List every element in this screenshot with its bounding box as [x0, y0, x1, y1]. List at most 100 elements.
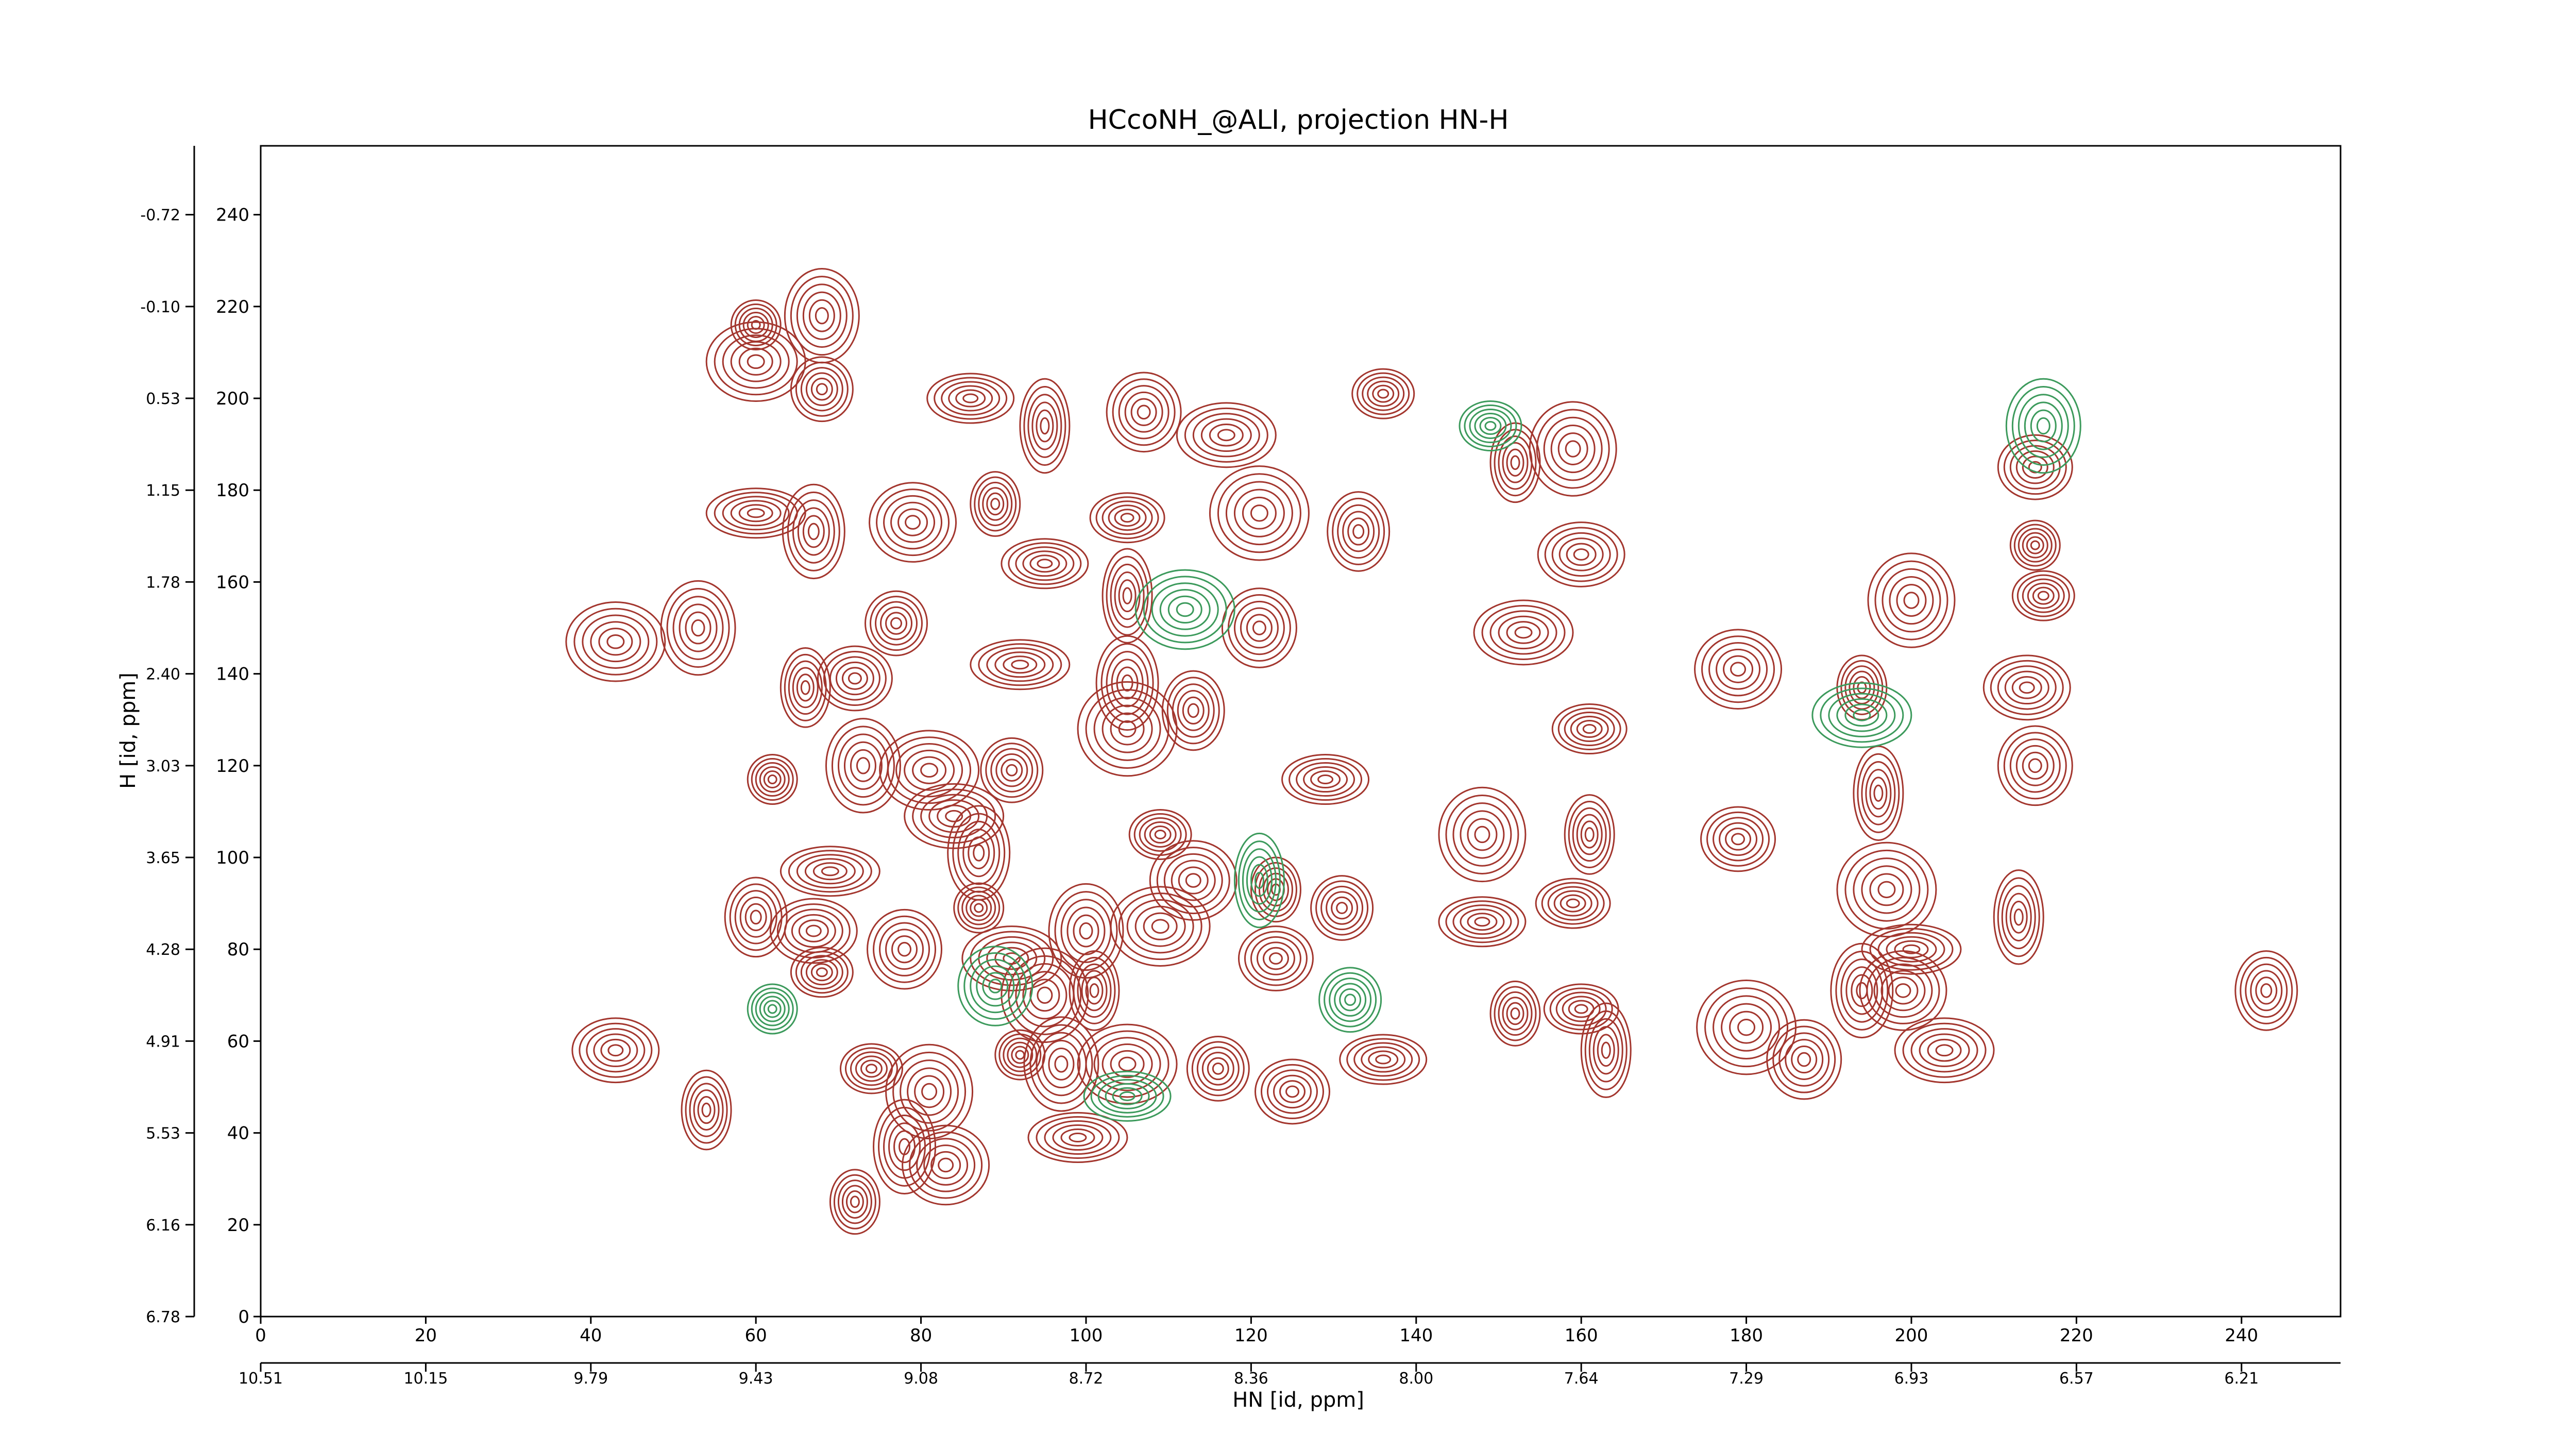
contour-level	[1006, 764, 1018, 777]
contour-level	[1588, 1018, 1623, 1083]
ppm-x-tick-label: 6.57	[2059, 1370, 2094, 1388]
contour-level	[1489, 981, 1541, 1047]
contour-level	[1022, 971, 1067, 1020]
y-tick-label: 200	[216, 389, 249, 409]
contour-level	[1582, 724, 1597, 734]
ppm-x-tick-label: 6.93	[1894, 1370, 1929, 1388]
contour-level	[807, 523, 820, 541]
contour-level	[805, 372, 838, 406]
y-axis-label: H [id, ppm]	[116, 672, 140, 789]
contour-level	[810, 963, 833, 982]
contour-level	[1118, 892, 1202, 961]
contour-level	[1114, 571, 1141, 620]
contour-level	[1315, 880, 1369, 936]
contour-level	[2245, 963, 2288, 1018]
contour-level	[829, 1169, 880, 1235]
contour-level	[1110, 1050, 1145, 1079]
contour-level	[724, 877, 788, 958]
contour-level	[1250, 504, 1268, 522]
contour-level	[1859, 950, 1947, 1031]
contour-level	[1867, 552, 1956, 648]
contour-level	[1240, 607, 1279, 649]
contour-level	[887, 736, 972, 804]
contour-level	[1856, 982, 1868, 1000]
contour-level	[755, 762, 790, 797]
contour-level	[1111, 659, 1144, 707]
contour-level	[573, 608, 658, 676]
contour-level	[1001, 947, 1089, 1043]
contour-level	[763, 1000, 782, 1018]
contour-level	[590, 621, 641, 663]
contour-level	[2028, 461, 2042, 474]
contour-level	[2004, 670, 2049, 705]
contour-level	[1023, 385, 1066, 466]
contour-level	[990, 498, 1001, 510]
contour-level	[1011, 660, 1029, 670]
contour-level	[1696, 979, 1797, 1075]
contour-level	[1085, 689, 1170, 769]
contour-level	[1536, 409, 1610, 489]
ppm-y-tick-label: 1.78	[146, 574, 180, 592]
contour-level	[1708, 642, 1768, 697]
contour-level	[1106, 372, 1182, 453]
contour-level	[860, 1059, 883, 1078]
contour-level	[1154, 829, 1166, 839]
contour-level	[1713, 995, 1781, 1059]
contour-level	[968, 836, 990, 870]
contour-level	[1766, 1019, 1842, 1100]
contour-level	[1233, 832, 1285, 929]
contour-level	[1069, 1133, 1087, 1143]
contour-level	[1093, 697, 1161, 761]
contour-level	[1997, 725, 2073, 806]
contour-level	[1331, 896, 1353, 920]
contour-level	[1541, 882, 1605, 925]
contour-level	[1069, 950, 1120, 1031]
contour-level	[1888, 976, 1919, 1005]
contour-level	[2260, 983, 2273, 998]
contour-level	[1935, 1044, 1954, 1057]
contour-level	[730, 299, 782, 350]
contour-level	[1580, 820, 1599, 849]
x-tick-label: 240	[2225, 1325, 2258, 1346]
contour-level	[769, 898, 858, 964]
contour-level	[970, 931, 1054, 986]
contour-level	[2011, 676, 2042, 699]
contour-level	[660, 580, 736, 676]
contour-level	[1844, 849, 1929, 930]
contour-level	[1143, 912, 1178, 940]
contour-level	[2009, 738, 2061, 793]
contour-level	[920, 794, 988, 838]
contour-level	[1093, 1037, 1161, 1091]
contour-level	[1108, 504, 1147, 531]
x-tick-label: 200	[1895, 1325, 1928, 1346]
contour-level	[970, 471, 1021, 537]
ppm-y-tick-label: -0.72	[140, 207, 180, 225]
contour-level	[816, 383, 828, 396]
contour-level	[930, 1151, 961, 1180]
contour-level	[833, 1174, 876, 1229]
contour-level	[1529, 401, 1617, 497]
contour-level	[1785, 1039, 1824, 1080]
contour-level	[978, 643, 1062, 686]
contour-level	[1927, 1038, 1962, 1062]
contour-level	[1549, 987, 1613, 1031]
contour-level	[883, 495, 943, 550]
contour-level	[1723, 655, 1754, 683]
contour-level	[1029, 979, 1060, 1012]
x-tick-label: 120	[1234, 1325, 1268, 1346]
contour-level	[1166, 677, 1220, 745]
contour-level	[978, 481, 1013, 527]
contour-level	[1336, 902, 1348, 914]
contour-level	[606, 634, 625, 649]
contour-level	[1479, 416, 1502, 435]
y-tick-label: 20	[227, 1215, 249, 1236]
contour-level	[1310, 875, 1374, 941]
contour-level	[970, 899, 988, 917]
contour-level	[988, 979, 1003, 993]
contour-level	[1694, 629, 1783, 710]
contour-level	[805, 924, 822, 937]
contour-level	[759, 766, 786, 793]
contour-level	[1346, 1038, 1420, 1081]
contour-level	[1066, 906, 1106, 955]
contour-level	[755, 991, 790, 1026]
